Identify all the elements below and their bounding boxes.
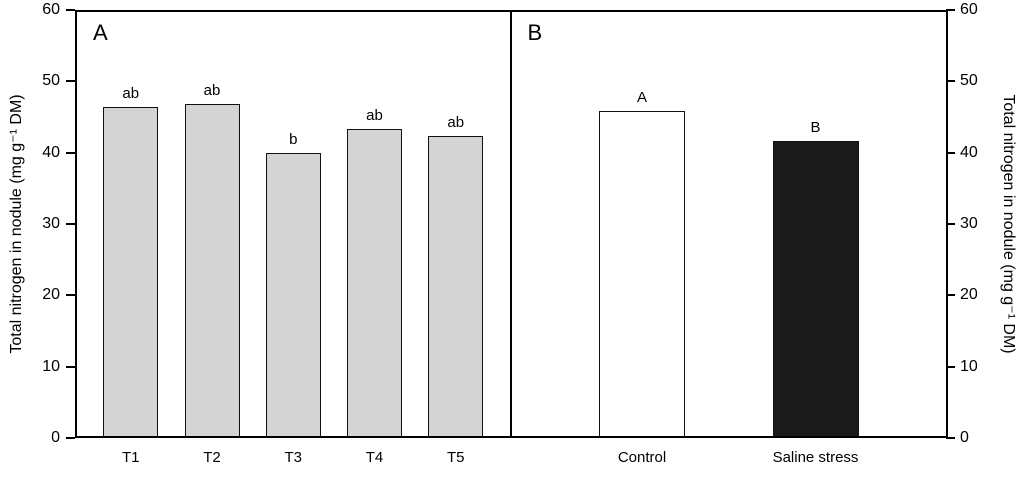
bar (428, 135, 484, 436)
y-tick-label: 30 (960, 215, 978, 232)
y-axis-tick-labels-left: 0 10 20 30 40 50 60 (16, 2, 60, 446)
bar (347, 128, 402, 436)
y-tick-mark (946, 151, 955, 154)
category-label: T4 (365, 449, 384, 466)
y-tick-mark (946, 9, 955, 11)
y-tick-label: 30 (42, 215, 60, 232)
y-tick-mark (66, 365, 75, 368)
bar-group: ab T2 (184, 12, 240, 465)
y-tick-mark (66, 80, 75, 83)
significance-label: b (289, 131, 298, 149)
significance-label: A (636, 88, 647, 106)
significance-label: ab (447, 113, 465, 131)
y-tick-label: 40 (42, 143, 60, 161)
category-label: Control (617, 449, 667, 466)
y-tick-mark (946, 294, 955, 297)
panel-b: A Control B Saline stress B (512, 12, 947, 465)
bar-group: ab T4 (347, 12, 402, 465)
significance-label: ab (366, 106, 383, 124)
bar-group: ab T5 (428, 12, 484, 465)
significance-label: B (810, 118, 821, 136)
category-label: T1 (121, 449, 140, 466)
y-tick-label: 0 (51, 429, 60, 446)
panel-a-bars: ab T1 ab T2 b T3 ab T4 ab T5 (77, 12, 510, 465)
bar-group: A Control (599, 12, 685, 465)
bar (103, 107, 159, 436)
y-tick-label: 50 (960, 72, 978, 90)
y-tick-label: 10 (960, 357, 978, 375)
y-tick-label: 0 (960, 429, 969, 446)
y-tick-label: 50 (42, 72, 60, 90)
panel-b-bars: A Control B Saline stress (512, 12, 947, 465)
bar (599, 110, 685, 436)
y-tick-mark (66, 9, 75, 11)
panel-a-label: A (93, 20, 108, 45)
category-label: T5 (446, 449, 465, 466)
y-tick-label: 60 (42, 1, 60, 18)
panel-b-label: B (527, 20, 543, 45)
y-tick-mark (66, 437, 75, 439)
y-tick-label: 60 (960, 1, 978, 18)
bar (265, 153, 321, 436)
significance-label: ab (122, 85, 140, 103)
bar (184, 103, 240, 436)
plot-area: ab T1 ab T2 b T3 ab T4 ab T5 A A Control B Saline st… (75, 10, 948, 465)
y-tick-label: 20 (42, 286, 60, 304)
y-tick-mark (946, 223, 955, 225)
bar-group: ab T1 (103, 12, 159, 465)
y-tick-mark (946, 80, 955, 83)
y-axis-tick-labels-right: 0 10 20 30 40 50 60 (960, 2, 1004, 446)
y-tick-mark (66, 294, 75, 297)
y-tick-mark (66, 223, 75, 225)
panel-a: ab T1 ab T2 b T3 ab T4 ab T5 A (77, 12, 512, 465)
bar-group: B Saline stress (772, 12, 859, 465)
y-tick-label: 10 (42, 357, 60, 375)
y-tick-mark (66, 151, 75, 154)
y-tick-label: 20 (960, 286, 978, 304)
category-label: Saline stress (772, 449, 859, 466)
y-tick-mark (946, 365, 955, 368)
category-label: T3 (284, 449, 303, 466)
y-axis-ticks-right (946, 9, 955, 439)
bar (772, 140, 859, 436)
y-tick-label: 40 (960, 143, 978, 161)
significance-label: ab (203, 81, 221, 99)
y-tick-mark (946, 437, 955, 439)
bar-group: b T3 (265, 12, 321, 465)
y-axis-ticks-left (66, 9, 75, 439)
category-label: T2 (203, 449, 221, 466)
